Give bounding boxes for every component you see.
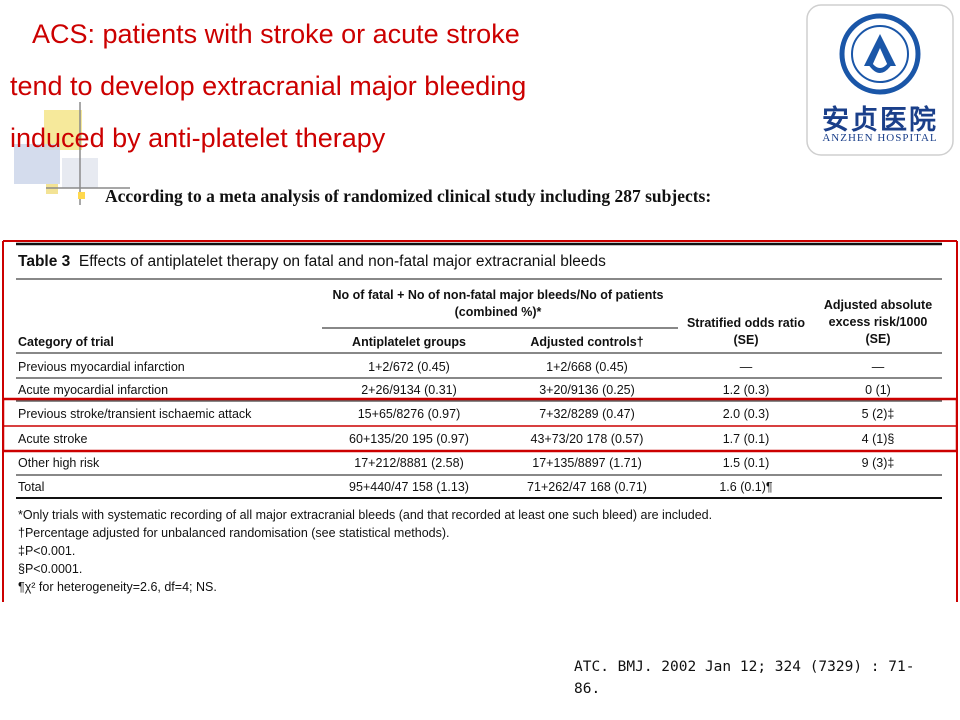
row-category: Total: [18, 480, 45, 494]
logo-chinese-name: 安贞医院: [822, 105, 938, 136]
hospital-emblem-icon: [806, 4, 954, 156]
row-antiplatelet: 95+440/47 158 (1.13): [349, 480, 469, 494]
odds-header-line-1: Stratified odds ratio: [686, 316, 806, 330]
slide-title: ACS: patients with stroke or acute strok…: [10, 8, 730, 164]
odds-header-line-2: (SE): [733, 333, 759, 347]
row-odds: 1.7 (0.1): [722, 432, 770, 446]
row-odds: 1.5 (0.1): [722, 456, 770, 470]
row-odds: 2.0 (0.3): [722, 407, 770, 421]
hospital-logo: 安贞医院 ANZHEN HOSPITAL: [806, 4, 954, 156]
table-label: Table 3: [18, 253, 71, 270]
title-line-2: tend to develop extracranial major bleed…: [10, 71, 527, 101]
category-header: Category of trial: [18, 335, 114, 349]
title-line-3: induced by anti-platelet therapy: [10, 123, 386, 153]
title-line-1: ACS: patients with stroke or acute strok…: [32, 19, 520, 49]
table-footnote: §P<0.0001.: [18, 562, 83, 576]
bullet-point: According to a meta analysis of randomiz…: [78, 186, 958, 207]
controls-header: Adjusted controls†: [530, 335, 644, 349]
row-controls: 17+135/8897 (1.71): [532, 456, 642, 470]
row-category: Acute stroke: [18, 432, 88, 446]
row-controls: 71+262/47 168 (0.71): [527, 480, 647, 494]
table-caption: Table 3 Effects of antiplatelet therapy …: [18, 253, 606, 271]
row-category: Previous stroke/transient ischaemic atta…: [18, 407, 252, 421]
row-controls: 43+73/20 178 (0.57): [530, 432, 644, 446]
decorative-squares: [14, 102, 130, 205]
stroke-rows-highlight: [2, 397, 958, 453]
row-excess: —: [871, 360, 885, 374]
logo-english-name: ANZHEN HOSPITAL: [822, 132, 938, 144]
row-antiplatelet: 1+2/672 (0.45): [368, 360, 450, 374]
antiplatelet-header: Antiplatelet groups: [352, 335, 466, 349]
citation: ATC. BMJ. 2002 Jan 12; 324 (7329) : 71-8…: [574, 659, 915, 697]
table-footnote: ¶χ² for heterogeneity=2.6, df=4; NS.: [18, 580, 217, 594]
table-caption-text: Effects of antiplatelet therapy on fatal…: [78, 253, 606, 270]
row-category: Previous myocardial infarction: [18, 360, 185, 374]
row-antiplatelet: 15+65/8276 (0.97): [357, 407, 461, 421]
row-excess: 5 (2)‡: [861, 407, 895, 421]
row-antiplatelet: 17+212/8881 (2.58): [354, 456, 464, 470]
row-controls: 7+32/8289 (0.47): [539, 407, 635, 421]
row-excess: 4 (1)§: [861, 432, 895, 446]
row-category: Other high risk: [18, 456, 100, 470]
table-figure: [2, 240, 958, 602]
excess-header-line-2: excess risk/1000: [828, 315, 928, 329]
row-excess: 0 (1): [865, 383, 891, 397]
row-odds: 1.2 (0.3): [722, 383, 770, 397]
row-odds: 1.6 (0.1)¶: [719, 480, 773, 494]
group-header-line-2: (combined %)*: [454, 305, 542, 319]
row-controls: 1+2/668 (0.45): [546, 360, 628, 374]
bullet-text: According to a meta analysis of randomiz…: [105, 186, 712, 206]
row-antiplatelet: 2+26/9134 (0.31): [361, 383, 457, 397]
row-excess: 9 (3)‡: [861, 456, 895, 470]
table-footnote: †Percentage adjusted for unbalanced rand…: [18, 526, 450, 540]
row-controls: 3+20/9136 (0.25): [539, 383, 635, 397]
excess-header-line-3: (SE): [865, 332, 891, 346]
row-category: Acute myocardial infarction: [18, 383, 169, 397]
row-odds: —: [739, 360, 753, 374]
table-footnote: *Only trials with systematic recording o…: [18, 508, 713, 522]
row-antiplatelet: 60+135/20 195 (0.97): [349, 432, 469, 446]
bullet-square-icon: [78, 192, 85, 200]
table-footnote: ‡P<0.001.: [18, 544, 76, 558]
excess-header-line-1: Adjusted absolute: [823, 298, 933, 312]
group-header-line-1: No of fatal + No of non-fatal major blee…: [332, 288, 664, 302]
